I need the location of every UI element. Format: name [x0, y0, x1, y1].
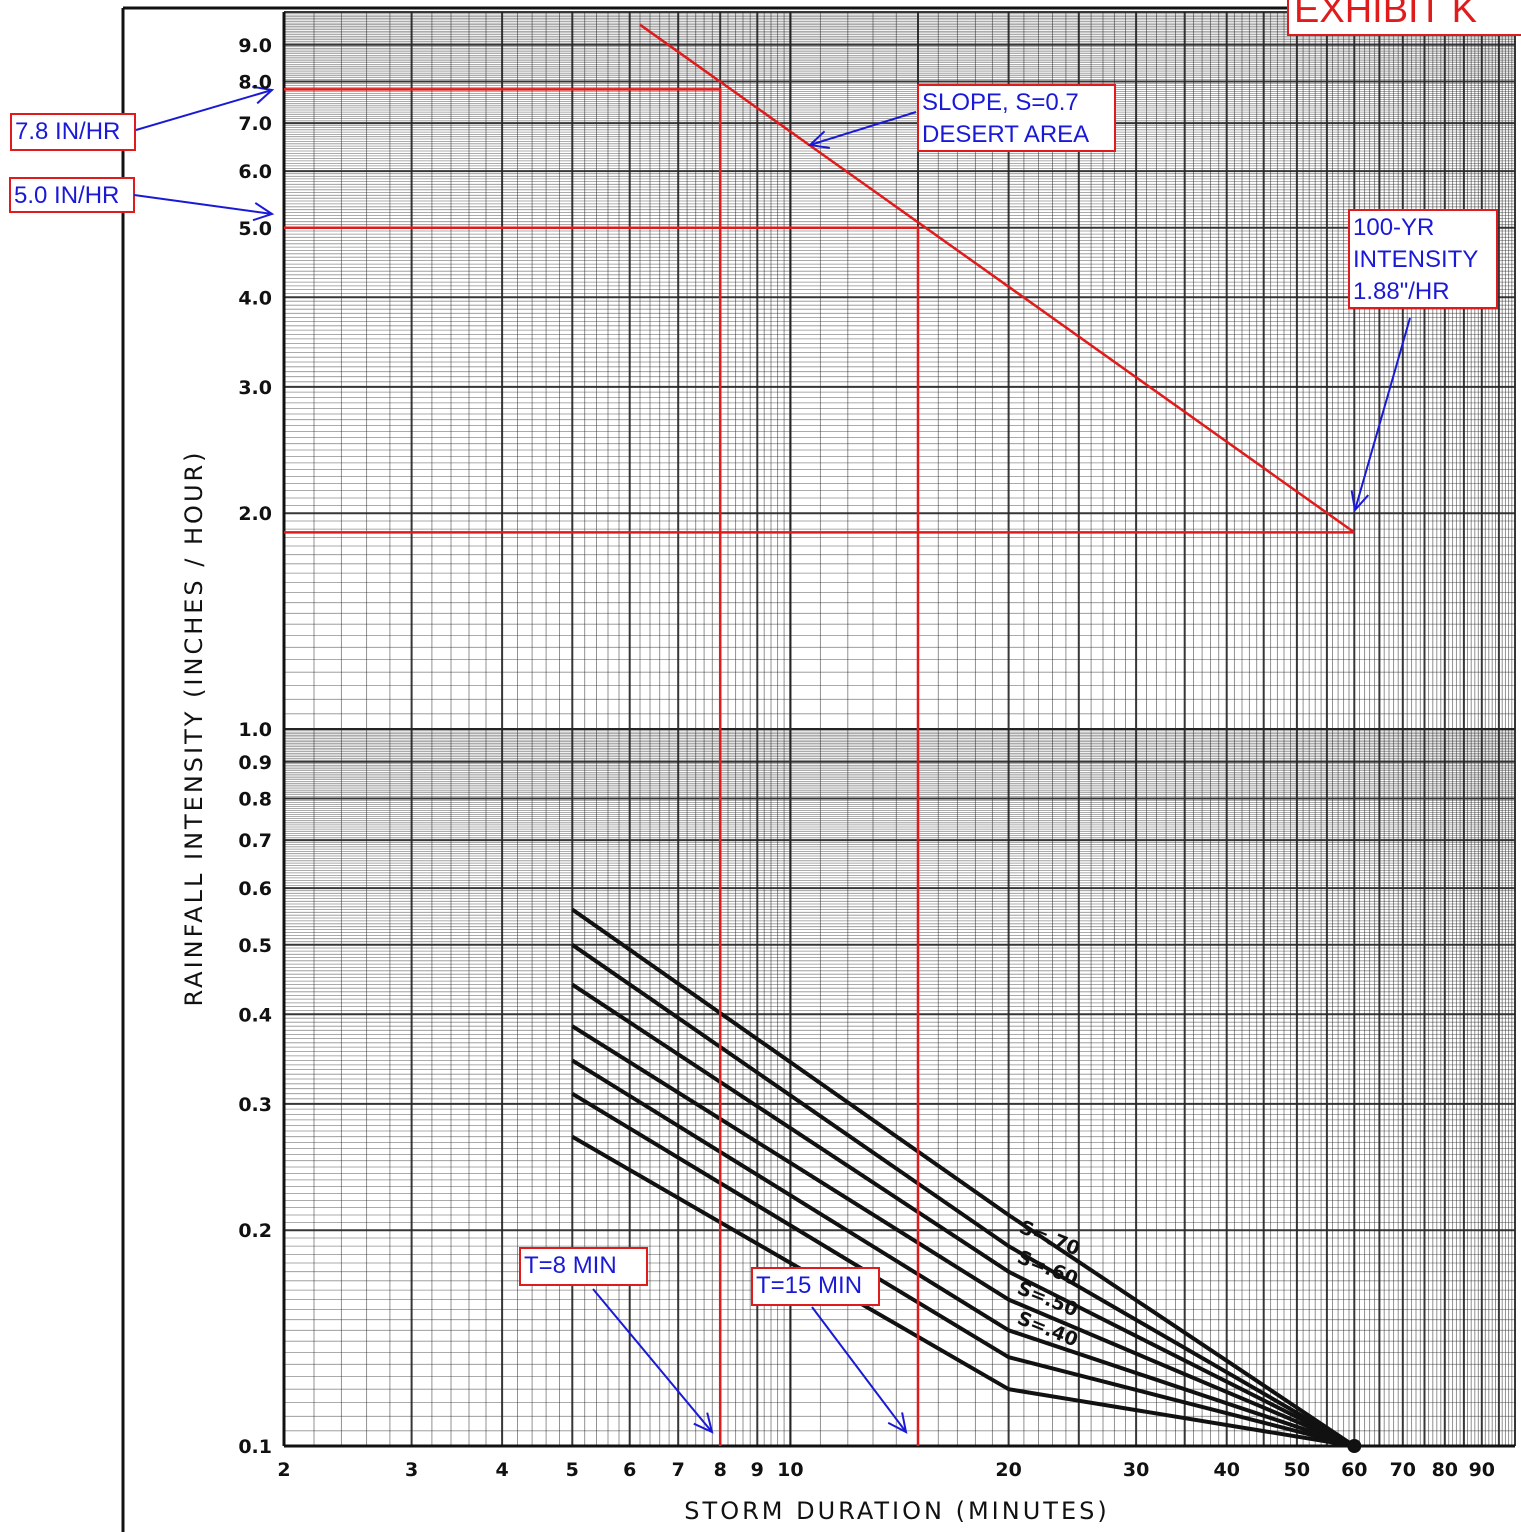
- x-tick-label: 20: [995, 1459, 1021, 1481]
- callout-text: DESERT AREA: [922, 121, 1089, 148]
- callout-t-8-min: T=8 MIN: [519, 1247, 648, 1286]
- y-axis-title: RAINFALL INTENSITY (INCHES / HOUR): [180, 449, 208, 1006]
- arrow-shaft: [1354, 317, 1411, 511]
- x-tick-label: 70: [1390, 1459, 1416, 1481]
- y-tick-label: 8.0: [238, 72, 272, 94]
- arrow-shaft: [135, 89, 273, 131]
- y-tick-label: 6.0: [238, 161, 272, 183]
- series-line: [571, 943, 1356, 1448]
- callout-arrow: [1350, 317, 1411, 513]
- callout-text: INTENSITY: [1353, 246, 1478, 273]
- y-tick-label: 0.5: [238, 935, 272, 957]
- y-tick-label: 5.0: [238, 218, 272, 240]
- x-tick-label: 40: [1213, 1459, 1239, 1481]
- x-tick-label: 2: [277, 1459, 290, 1481]
- x-tick-label: 7: [672, 1459, 685, 1481]
- y-tick-label: 0.8: [238, 789, 272, 811]
- convergence-point: [1347, 1439, 1362, 1453]
- callout-text: 100-YR: [1353, 214, 1434, 241]
- callout-text: 5.0 IN/HR: [14, 182, 119, 209]
- x-tick-label: 5: [566, 1459, 579, 1481]
- desert-slope-line: [639, 23, 1356, 534]
- exhibit-label: EXHIBIT K: [1294, 0, 1477, 31]
- y-tick-label: 0.7: [238, 830, 272, 852]
- x-tick-label: 50: [1284, 1459, 1310, 1481]
- x-axis-title: STORM DURATION (MINUTES): [684, 1497, 1109, 1525]
- x-tick-label: 9: [751, 1459, 764, 1481]
- tick-layer: 0.1 0.2 0.3 0.4 0.5 0.6 0.7 0.8 0.9 1.0 2.0 3.0 4.0 5…: [238, 35, 1495, 1481]
- arrow-shaft: [811, 1306, 907, 1433]
- callout-box: [10, 113, 136, 151]
- callout-box: [1348, 209, 1498, 309]
- callout-text: T=8 MIN: [524, 1252, 617, 1279]
- arrow-head: [887, 1412, 908, 1434]
- callout-arrow: [133, 194, 275, 222]
- exhibit-label-box: [1287, 0, 1521, 36]
- y-tick-label: 0.9: [238, 752, 272, 774]
- arrow-head: [693, 1412, 714, 1434]
- callout-arrow: [592, 1288, 714, 1434]
- callout-7-8-in-hr: 7.8 IN/HR: [10, 113, 136, 151]
- x-tick-label: 30: [1123, 1459, 1149, 1481]
- series-line: [571, 907, 1356, 1448]
- arrow-shaft: [809, 111, 917, 146]
- arrow-shaft: [133, 194, 273, 215]
- x-tick-label: 80: [1432, 1459, 1458, 1481]
- x-tick-label: 8: [714, 1459, 727, 1481]
- y-tick-label: 0.4: [238, 1004, 272, 1026]
- series-layer: S=.70S=.60S=.50S=.40: [571, 907, 1362, 1453]
- x-tick-label: 10: [777, 1459, 803, 1481]
- y-tick-label: 0.1: [238, 1436, 272, 1458]
- y-tick-label: 2.0: [238, 503, 272, 525]
- annotation-layer: 7.8 IN/HR 5.0 IN/HR SLOPE, S=0.7 DESERT ARE…: [9, 23, 1498, 1446]
- y-tick-label: 7.0: [238, 113, 272, 135]
- y-tick-label: 9.0: [238, 35, 272, 57]
- callout-box: [519, 1247, 648, 1286]
- x-tick-label: 4: [495, 1459, 508, 1481]
- callout-arrow: [811, 1306, 908, 1434]
- series-line: [571, 1091, 1355, 1448]
- callout-5-0-in-hr: 5.0 IN/HR: [9, 177, 135, 213]
- callout-arrow: [135, 85, 275, 131]
- callout-100yr-intensity: 100-YR INTENSITY 1.88"/HR: [1348, 209, 1498, 309]
- callout-box: [917, 84, 1116, 152]
- y-tick-label: 4.0: [238, 287, 272, 309]
- axis-layer: [282, 12, 1515, 1448]
- y-tick-label: 0.6: [238, 878, 272, 900]
- callout-text: 7.8 IN/HR: [15, 118, 120, 145]
- arrow-head: [807, 130, 830, 149]
- callout-desert-slope: SLOPE, S=0.7 DESERT AREA: [917, 84, 1116, 152]
- arrow-shaft: [592, 1288, 713, 1433]
- guide-line: [284, 88, 722, 1446]
- arrow-head: [252, 85, 275, 105]
- x-tick-label: 90: [1469, 1459, 1495, 1481]
- guide-line: [284, 226, 920, 1446]
- callout-text: 1.88"/HR: [1353, 278, 1450, 305]
- callout-t-15-min: T=15 MIN: [751, 1267, 880, 1306]
- series-line: [571, 982, 1356, 1448]
- y-tick-label: 1.0: [238, 719, 272, 741]
- y-tick-label: 0.3: [238, 1094, 272, 1116]
- callout-text: SLOPE, S=0.7: [922, 89, 1079, 116]
- callout-box: [751, 1267, 880, 1306]
- arrow-head: [1350, 490, 1370, 513]
- series-line: [571, 1058, 1355, 1448]
- x-tick-label: 60: [1341, 1459, 1367, 1481]
- x-tick-label: 3: [405, 1459, 418, 1481]
- arrow-head: [252, 202, 275, 222]
- callout-arrow: [807, 111, 917, 149]
- y-tick-label: 3.0: [238, 377, 272, 399]
- series-line: [571, 1134, 1355, 1448]
- x-tick-label: 6: [623, 1459, 636, 1481]
- y-tick-label: 0.2: [238, 1220, 272, 1242]
- series-line: [571, 1024, 1356, 1448]
- callout-text: T=15 MIN: [756, 1272, 862, 1299]
